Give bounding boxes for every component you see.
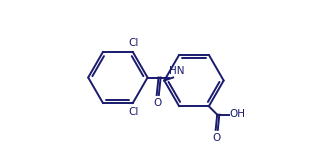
Text: Cl: Cl <box>128 38 139 48</box>
Text: O: O <box>154 98 162 108</box>
Text: HN: HN <box>169 66 185 76</box>
Text: Cl: Cl <box>128 107 139 117</box>
Text: O: O <box>213 133 221 143</box>
Text: OH: OH <box>230 109 245 119</box>
